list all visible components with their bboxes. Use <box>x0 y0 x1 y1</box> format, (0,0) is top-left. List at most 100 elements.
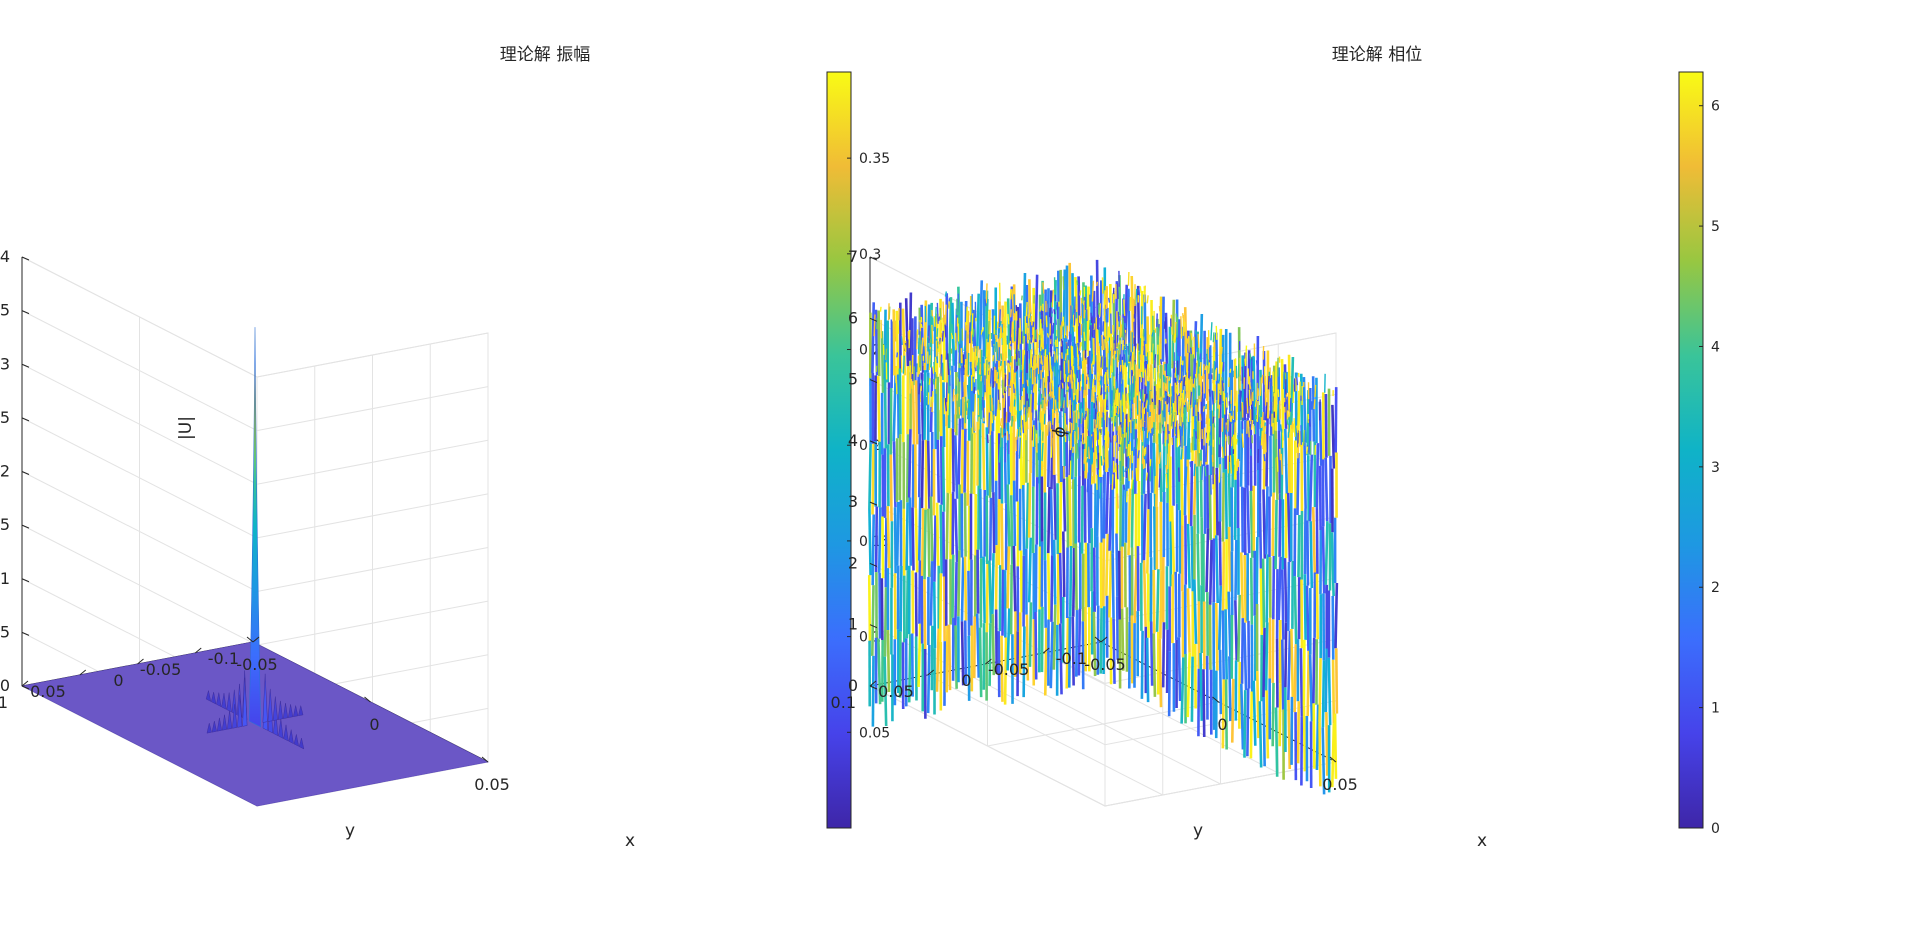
phase-surface-strand <box>1152 569 1156 634</box>
phase-surface-noise <box>1165 464 1168 473</box>
amplitude-side-lobe <box>267 688 273 722</box>
phase-surface-strand <box>991 431 995 493</box>
phase-surface-strand <box>1258 701 1263 768</box>
phase-surface-noise <box>1186 339 1189 344</box>
amplitude-side-lobe <box>288 729 294 745</box>
phase-y-label: y <box>1193 821 1203 841</box>
phase-surface-strand <box>1315 704 1320 771</box>
phase-surface-noise <box>944 322 947 338</box>
phase-surface-strand <box>1195 466 1200 534</box>
phase-surface-strand <box>1001 569 1005 636</box>
phase-surface-noise <box>1174 321 1177 343</box>
amplitude-side-lobe <box>232 704 238 729</box>
phase-surface-noise <box>1083 448 1086 464</box>
phase-surface-strand <box>1189 460 1194 527</box>
phase-surface-noise <box>954 332 957 349</box>
amplitude-side-lobe <box>287 704 294 718</box>
phase-surface-noise <box>951 324 954 335</box>
amplitude-z-tick <box>21 471 30 475</box>
phase-surface-noise <box>920 323 923 329</box>
phase-surface-noise <box>1261 374 1264 384</box>
phase-surface-noise <box>995 371 999 384</box>
phase-surface-strand <box>1071 616 1075 686</box>
phase-surface-strand <box>905 570 910 639</box>
phase-surface-noise <box>918 383 921 395</box>
phase-surface-strand <box>1258 436 1262 503</box>
phase-surface-noise <box>1129 384 1132 397</box>
phase-surface-noise <box>1099 303 1102 317</box>
phase-surface-noise <box>1157 327 1160 345</box>
phase-surface-noise <box>1087 446 1091 459</box>
phase-surface-noise <box>1037 443 1040 461</box>
phase-z-tick-label: 4 <box>848 431 858 450</box>
phase-surface-noise <box>1069 433 1072 451</box>
phase-surface-strand <box>907 429 912 498</box>
phase-surface-noise <box>1039 337 1043 352</box>
phase-surface-noise <box>1180 448 1183 460</box>
phase-surface-noise <box>1139 286 1142 294</box>
phase-surface-noise <box>1081 360 1084 374</box>
phase-z-tick-label: 0 <box>848 676 858 695</box>
phase-surface-noise <box>1145 472 1148 481</box>
amplitude-z-tick <box>21 578 30 583</box>
phase-surface-noise <box>1080 357 1083 369</box>
phase-surface-strand <box>1055 412 1061 484</box>
phase-surface-noise <box>1111 474 1114 490</box>
phase-title: 理论解 相位 <box>1332 45 1422 65</box>
phase-surface-strand <box>948 428 952 494</box>
phase-surface-strand <box>1274 499 1278 570</box>
phase-surface-noise <box>1073 373 1076 396</box>
phase-surface-strand <box>1193 579 1198 644</box>
phase-surface-noise <box>1020 425 1023 433</box>
phase-surface-noise <box>1100 455 1103 466</box>
phase-surface-strand <box>1158 638 1163 708</box>
phase-surface-noise <box>1080 412 1083 424</box>
phase-surface-strand <box>1027 473 1032 538</box>
phase-surface-strand <box>1312 637 1316 704</box>
phase-surface-noise <box>1096 341 1100 353</box>
amplitude-colorbar-gradient <box>826 71 852 829</box>
phase-surface-strand <box>1133 429 1138 494</box>
phase-surface-noise <box>1119 436 1123 445</box>
phase-surface-strand <box>1043 560 1047 628</box>
phase-surface-noise <box>980 329 983 335</box>
amplitude-y-label: y <box>345 821 355 841</box>
phase-surface-noise <box>1060 322 1063 337</box>
phase-surface-noise <box>1164 432 1167 447</box>
phase-surface-strand <box>1306 650 1311 717</box>
phase-surface-strand <box>1264 486 1269 555</box>
phase-surface-strand <box>988 435 993 498</box>
phase-surface-noise <box>1028 389 1031 398</box>
phase-y-tick-label: 0.1 <box>831 693 856 712</box>
phase-surface-strand <box>994 545 999 610</box>
phase-surface-noise <box>1193 378 1196 389</box>
amplitude-side-lobe <box>293 734 300 747</box>
phase-surface-noise <box>1089 325 1092 341</box>
phase-surface-noise <box>1170 410 1174 427</box>
phase-surface-strand <box>886 506 891 569</box>
phase-surface-strand <box>871 443 875 515</box>
phase-surface-strand <box>877 310 881 377</box>
phase-surface-strand <box>1027 537 1033 603</box>
phase-surface-noise <box>1280 453 1283 475</box>
phase-surface-strand <box>874 506 879 573</box>
phase-surface-noise <box>1118 392 1121 408</box>
phase-surface-noise <box>1009 389 1013 411</box>
phase-surface-strand <box>1221 541 1226 611</box>
phase-surface-noise <box>1018 437 1021 459</box>
phase-surface-strand <box>898 368 902 435</box>
phase-surface-noise <box>1255 360 1259 369</box>
phase-surface-strand <box>1124 478 1128 543</box>
phase-surface-strand <box>1302 377 1307 443</box>
phase-surface-strand <box>929 496 934 562</box>
phase-surface-noise <box>1091 280 1095 302</box>
phase-surface-strand <box>941 447 946 512</box>
phase-surface-noise <box>940 356 943 377</box>
phase-surface-strand <box>1196 533 1201 602</box>
phase-surface-strand <box>1227 591 1232 657</box>
phase-surface-noise <box>1124 322 1127 329</box>
phase-surface-strand <box>939 436 944 505</box>
phase-surface-noise <box>1074 301 1077 324</box>
phase-surface-noise <box>1023 284 1026 304</box>
phase-surface-noise <box>1183 407 1186 425</box>
